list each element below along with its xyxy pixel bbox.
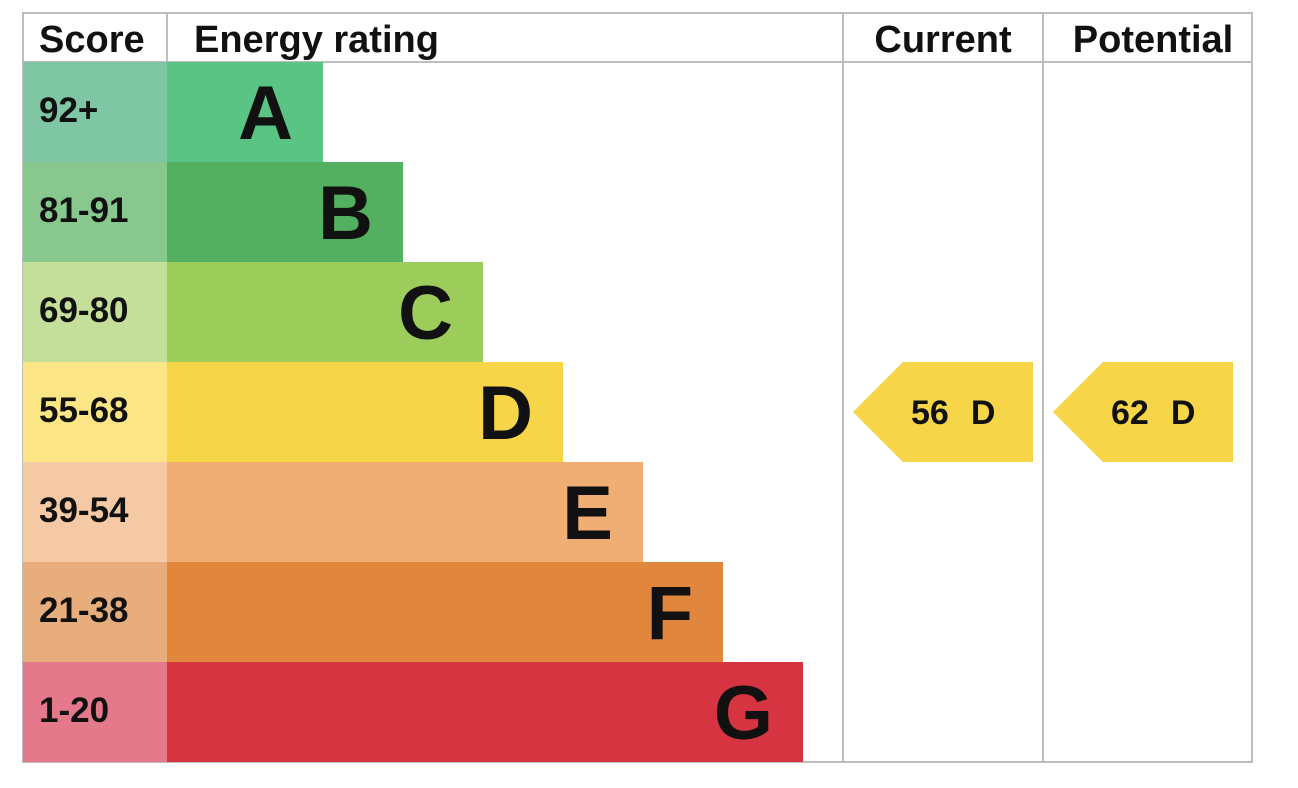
rating-bar-b bbox=[167, 162, 403, 262]
score-range-g: 1-20 bbox=[39, 691, 109, 730]
header-score: Score bbox=[39, 19, 145, 61]
rating-letter-e: E bbox=[562, 471, 613, 556]
header-potential: Potential bbox=[1073, 19, 1233, 61]
rating-letter-c: C bbox=[398, 271, 453, 356]
score-cell-e bbox=[23, 462, 167, 562]
potential-score-value: 62 bbox=[1111, 394, 1149, 432]
potential-score: 62 D bbox=[1111, 394, 1195, 432]
current-score-value: 56 bbox=[911, 394, 949, 432]
rating-bar-f bbox=[167, 562, 723, 662]
score-cell-a bbox=[23, 62, 167, 162]
score-range-d: 55-68 bbox=[39, 391, 129, 430]
current-band-letter: D bbox=[971, 394, 996, 432]
rating-bands: 92+ A 81-91 B 69-80 C 55-68 D 39-54 E 21-38 F 1-20 G bbox=[23, 62, 803, 762]
rating-letter-b: B bbox=[318, 171, 373, 256]
header-current: Current bbox=[874, 19, 1012, 61]
score-range-c: 69-80 bbox=[39, 291, 129, 330]
header-energy-rating: Energy rating bbox=[194, 19, 439, 61]
potential-arrow bbox=[1053, 362, 1233, 462]
score-cell-c bbox=[23, 262, 167, 362]
score-cell-g bbox=[23, 662, 167, 762]
rating-bar-g bbox=[167, 662, 803, 762]
potential-band-letter: D bbox=[1171, 394, 1196, 432]
score-range-a: 92+ bbox=[39, 91, 98, 130]
current-score: 56 D bbox=[911, 394, 995, 432]
rating-letter-d: D bbox=[478, 371, 533, 456]
rating-bar-a bbox=[167, 62, 323, 162]
score-cell-f bbox=[23, 562, 167, 662]
rating-letter-g: G bbox=[714, 671, 773, 756]
score-cell-d bbox=[23, 362, 167, 462]
score-range-b: 81-91 bbox=[39, 191, 129, 230]
score-range-e: 39-54 bbox=[39, 491, 129, 530]
rating-bar-e bbox=[167, 462, 643, 562]
rating-letter-a: A bbox=[238, 71, 293, 156]
rating-arrows: 56 D 62 D bbox=[853, 362, 1233, 462]
rating-letter-f: F bbox=[647, 571, 693, 656]
rating-bar-c bbox=[167, 262, 483, 362]
rating-bar-d bbox=[167, 362, 563, 462]
score-range-f: 21-38 bbox=[39, 591, 129, 630]
score-cell-b bbox=[23, 162, 167, 262]
current-arrow bbox=[853, 362, 1033, 462]
